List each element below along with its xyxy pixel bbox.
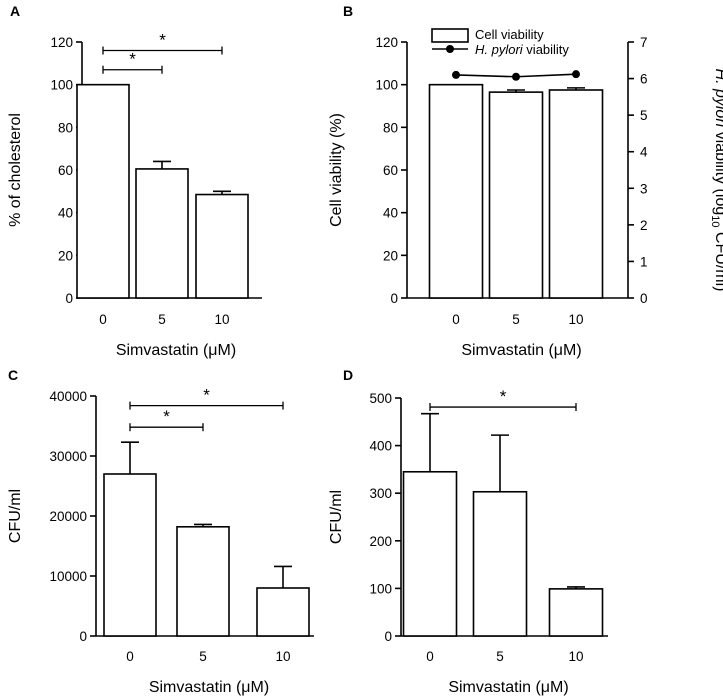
y-tick-label: 120 xyxy=(375,35,398,50)
y2-tick-label: 2 xyxy=(640,218,648,233)
y-tick-label: 20000 xyxy=(49,509,87,524)
x-tick-label: 10 xyxy=(568,649,583,664)
panel-a: A 0 20 40 60 80 100 120 0 5 10 Simvastatin (μM) % of… xyxy=(7,3,262,359)
x-axis-label: Simvastatin (μM) xyxy=(448,679,568,696)
legend-label-italic: H. pylori xyxy=(475,42,524,57)
x-tick-label: 0 xyxy=(426,649,434,664)
bar xyxy=(195,193,249,299)
y-tick-label: 0 xyxy=(79,629,87,644)
x-tick-label: 5 xyxy=(496,649,504,664)
bar xyxy=(488,91,544,299)
y-axis-label: CFU/ml xyxy=(328,490,345,544)
hpylori-point xyxy=(572,70,580,79)
bar xyxy=(472,490,528,637)
y2-tick-label: 1 xyxy=(640,254,648,269)
y-tick-label: 200 xyxy=(369,534,392,549)
x-axis-label: Simvastatin (μM) xyxy=(461,342,581,359)
x-tick-label: 5 xyxy=(158,312,166,327)
y-tick-label: 30000 xyxy=(49,449,87,464)
legend-label-cell: Cell viability xyxy=(475,27,544,42)
y2-label-italic: H. pylori xyxy=(712,69,723,128)
y-tick-label: 100 xyxy=(369,581,392,596)
panel-letter: D xyxy=(343,367,353,383)
y-tick-label: 400 xyxy=(369,439,392,454)
bar xyxy=(402,470,458,637)
y-tick-label: 80 xyxy=(58,120,73,135)
y2-tick-label: 4 xyxy=(640,145,648,160)
hpylori-point xyxy=(452,70,460,79)
x-axis-label: Simvastatin (μM) xyxy=(116,342,236,359)
y-tick-label: 40 xyxy=(58,206,73,221)
legend-dot-swatch xyxy=(446,45,454,53)
panel-letter: A xyxy=(10,3,20,19)
panel-letter: C xyxy=(8,367,18,383)
y-tick-label: 60 xyxy=(383,163,398,178)
y2-tick-label: 7 xyxy=(640,35,648,50)
y2-tick-label: 5 xyxy=(640,108,648,123)
y2-tick-label: 0 xyxy=(640,291,648,306)
x-tick-label: 10 xyxy=(275,649,290,664)
y-tick-label: 40 xyxy=(383,206,398,221)
x-tick-label: 0 xyxy=(99,312,107,327)
significance-star: * xyxy=(163,407,170,426)
legend-label-rest: viability xyxy=(523,42,570,57)
y-tick-label: 40000 xyxy=(49,389,87,404)
bar xyxy=(135,168,189,299)
y-tick-label: 10000 xyxy=(49,569,87,584)
x-tick-label: 10 xyxy=(214,312,229,327)
bar xyxy=(103,473,157,637)
y2-axis-label: H. pylori viability (log10 CFU/ml) xyxy=(709,69,723,292)
y2-tick-label: 6 xyxy=(640,72,648,87)
y-tick-label: 500 xyxy=(369,391,392,406)
bar xyxy=(176,525,230,637)
bar xyxy=(428,83,484,299)
y-tick-label: 0 xyxy=(390,291,398,306)
x-tick-label: 5 xyxy=(199,649,207,664)
bar xyxy=(548,89,604,299)
y-axis-label: CFU/ml xyxy=(7,489,24,543)
bar xyxy=(76,83,130,299)
y-tick-label: 100 xyxy=(50,78,73,93)
y-axis-label: Cell viability (%) xyxy=(328,113,345,227)
panel-c: C 0 10000 20000 30000 40000 0 5 10 Simvastatin (μ… xyxy=(7,367,314,696)
y2-label-mid: viability (log xyxy=(712,127,723,215)
x-tick-label: 0 xyxy=(452,312,460,327)
significance-star: * xyxy=(203,386,210,405)
y-tick-label: 100 xyxy=(375,78,398,93)
y-tick-label: 300 xyxy=(369,486,392,501)
significance-star: * xyxy=(500,387,507,406)
x-tick-label: 0 xyxy=(126,649,134,664)
significance-star: * xyxy=(159,31,166,50)
y2-tick-label: 3 xyxy=(640,181,648,196)
x-tick-label: 5 xyxy=(512,312,520,327)
y-axis-label: % of cholesterol xyxy=(7,113,24,227)
bar xyxy=(256,587,310,637)
y-tick-label: 60 xyxy=(58,163,73,178)
panel-letter: B xyxy=(343,3,353,19)
y-tick-label: 20 xyxy=(58,248,73,263)
y2-label-post: CFU/ml) xyxy=(712,227,723,291)
y-tick-label: 120 xyxy=(50,35,73,50)
legend-bar-swatch xyxy=(431,28,469,43)
bar xyxy=(548,588,604,637)
y-tick-label: 80 xyxy=(383,120,398,135)
hpylori-point xyxy=(512,72,520,81)
significance-star: * xyxy=(129,50,136,69)
y-tick-label: 0 xyxy=(65,291,73,306)
y-tick-label: 0 xyxy=(384,629,392,644)
y2-label-sub: 10 xyxy=(709,215,721,227)
x-tick-label: 10 xyxy=(568,312,583,327)
legend-label-hpylori: H. pylori viability xyxy=(475,42,569,57)
x-axis-label: Simvastatin (μM) xyxy=(149,679,269,696)
y-tick-label: 20 xyxy=(383,248,398,263)
